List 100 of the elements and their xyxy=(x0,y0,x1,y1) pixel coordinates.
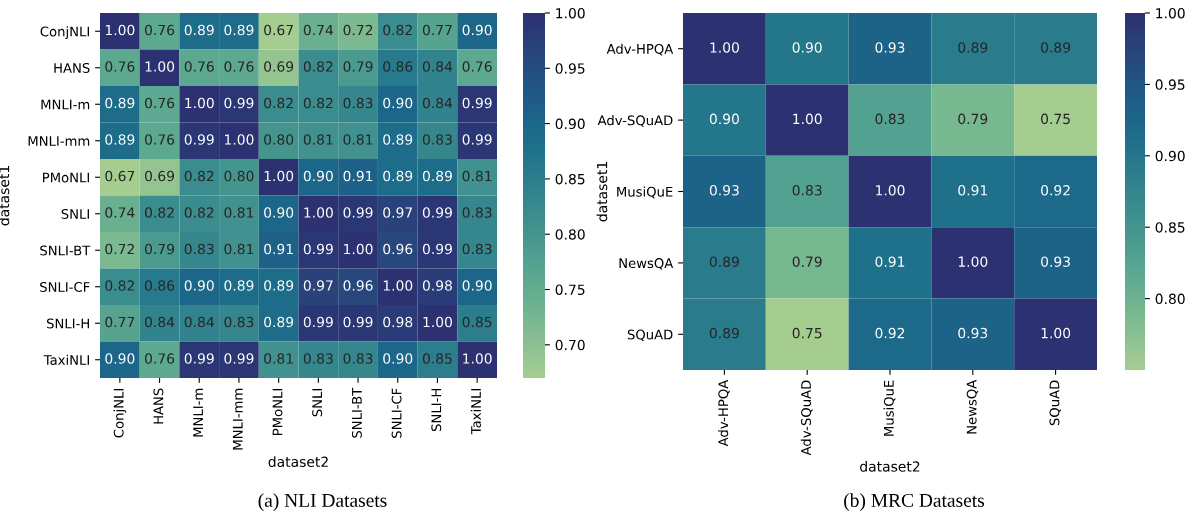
data-label: 0.76 xyxy=(145,353,175,364)
x-tick-label: MNLI-mm xyxy=(232,388,243,450)
data-label: 0.98 xyxy=(383,316,413,328)
data-label: 0.84 xyxy=(184,316,214,328)
x-tick-label: SQuAD xyxy=(1049,380,1061,426)
data-label: 0.86 xyxy=(145,280,175,291)
x-tick-label: Adv-HPQA xyxy=(718,379,730,447)
x-tick-label: HANS xyxy=(153,388,164,424)
data-label: 0.75 xyxy=(792,327,822,339)
data-label: 0.82 xyxy=(303,97,333,109)
data-label: 0.89 xyxy=(383,134,413,145)
data-label: 1.00 xyxy=(423,316,452,328)
data-label: 0.79 xyxy=(145,243,175,255)
color-bar-label: 1.00 xyxy=(1156,7,1185,19)
data-label: 0.81 xyxy=(264,353,293,364)
data-label: 1.00 xyxy=(344,243,373,255)
data-label: 0.83 xyxy=(343,353,373,364)
data-label: 0.99 xyxy=(343,207,373,218)
data-label: 0.83 xyxy=(303,353,333,364)
x-tick-label: TaxiNLI xyxy=(470,389,481,435)
data-label: 0.82 xyxy=(105,280,134,291)
data-label: 0.84 xyxy=(145,316,175,328)
data-label: 0.77 xyxy=(105,316,135,328)
data-label: 0.82 xyxy=(184,207,214,218)
data-label: 1.00 xyxy=(383,280,413,291)
y-tick-label: HANS xyxy=(54,62,90,73)
data-label: 0.89 xyxy=(709,327,739,339)
y-tick-label: SQuAD xyxy=(627,329,673,342)
data-label: 0.90 xyxy=(264,207,294,218)
data-label: 0.83 xyxy=(462,243,492,255)
data-label: 0.76 xyxy=(184,61,214,72)
color-bar-label: 0.80 xyxy=(1155,293,1185,305)
x-tick-label: NewsQA xyxy=(966,379,979,434)
data-label: 0.89 xyxy=(709,256,739,267)
y-tick-label: PMoNLI xyxy=(43,172,89,183)
y-tick-label: ConjNLI xyxy=(40,26,89,40)
y-tick-label: MNLI-mm xyxy=(28,136,90,146)
data-label: 0.99 xyxy=(184,134,214,145)
data-label: 0.82 xyxy=(264,97,293,109)
data-label: 0.99 xyxy=(224,353,254,364)
data-label: 0.72 xyxy=(343,24,373,36)
data-label: 0.90 xyxy=(792,42,822,53)
data-label: 0.84 xyxy=(422,61,453,72)
y-tick-label: NewsQA xyxy=(619,258,674,270)
data-label: 0.97 xyxy=(383,207,413,218)
data-label: 0.99 xyxy=(422,243,452,255)
x-tick-label: SNLI xyxy=(312,389,323,417)
x-tick-label: MNLI-m xyxy=(193,388,203,437)
data-label: 0.99 xyxy=(303,316,333,328)
data-label: 0.77 xyxy=(422,24,452,36)
data-label: 0.90 xyxy=(462,24,492,36)
color-bar-label: 0.95 xyxy=(1155,79,1185,90)
data-label: 0.89 xyxy=(1041,42,1071,53)
data-label: 0.85 xyxy=(422,353,452,364)
y-tick-label: TaxiNLI xyxy=(43,354,89,365)
y-tick-label: SNLI xyxy=(61,208,89,219)
data-label: 1.00 xyxy=(958,256,988,267)
color-bar-label: 0.90 xyxy=(555,118,585,130)
color-bar-label: 1.00 xyxy=(556,7,585,19)
y-tick-label: SNLI-CF xyxy=(40,281,90,292)
x-tick-label: SNLI-H xyxy=(431,389,442,432)
data-label: 1.00 xyxy=(264,170,294,182)
x-tick-label: PMoNLI xyxy=(272,389,283,435)
data-label: 0.80 xyxy=(264,134,294,145)
data-label: 0.99 xyxy=(343,316,373,328)
data-label: 0.86 xyxy=(383,61,413,72)
data-label: 0.82 xyxy=(383,24,412,36)
data-label: 0.99 xyxy=(303,243,333,255)
color-bar-label: 0.75 xyxy=(555,284,585,295)
data-label: 0.89 xyxy=(105,134,135,145)
data-label: 0.92 xyxy=(875,327,905,339)
data-label: 0.83 xyxy=(422,134,452,145)
data-label: 0.89 xyxy=(422,170,452,182)
data-label: 0.81 xyxy=(224,207,254,218)
data-label: 0.89 xyxy=(224,280,254,291)
data-label: 0.93 xyxy=(709,185,739,196)
data-label: 1.00 xyxy=(145,61,175,72)
data-label: 1.00 xyxy=(463,353,492,364)
data-label: 0.72 xyxy=(105,243,134,255)
data-label: 0.90 xyxy=(383,97,413,109)
data-label: 0.93 xyxy=(958,327,988,339)
data-label: 0.76 xyxy=(105,61,135,72)
data-label: 0.83 xyxy=(343,97,373,109)
text: (b) MRC Datasets xyxy=(844,493,985,511)
x-tick-label: MusiQuE xyxy=(883,380,896,436)
data-label: 0.91 xyxy=(264,243,293,255)
data-label: 0.92 xyxy=(1041,185,1070,196)
color-bar-label: 0.70 xyxy=(555,339,585,351)
data-label: 0.98 xyxy=(422,280,452,291)
data-label: 0.83 xyxy=(792,185,822,196)
data-label: 0.83 xyxy=(184,243,214,255)
data-label: 0.89 xyxy=(105,97,135,109)
x-axis-title: dataset2 xyxy=(268,456,328,467)
data-label: 0.85 xyxy=(462,316,492,328)
color-bar-label: 0.90 xyxy=(1155,150,1185,162)
data-label: 0.83 xyxy=(224,316,254,328)
data-label: 0.76 xyxy=(462,61,492,72)
data-label: 0.69 xyxy=(264,61,294,72)
data-label: 0.90 xyxy=(709,113,739,125)
data-label: 0.67 xyxy=(264,24,293,36)
